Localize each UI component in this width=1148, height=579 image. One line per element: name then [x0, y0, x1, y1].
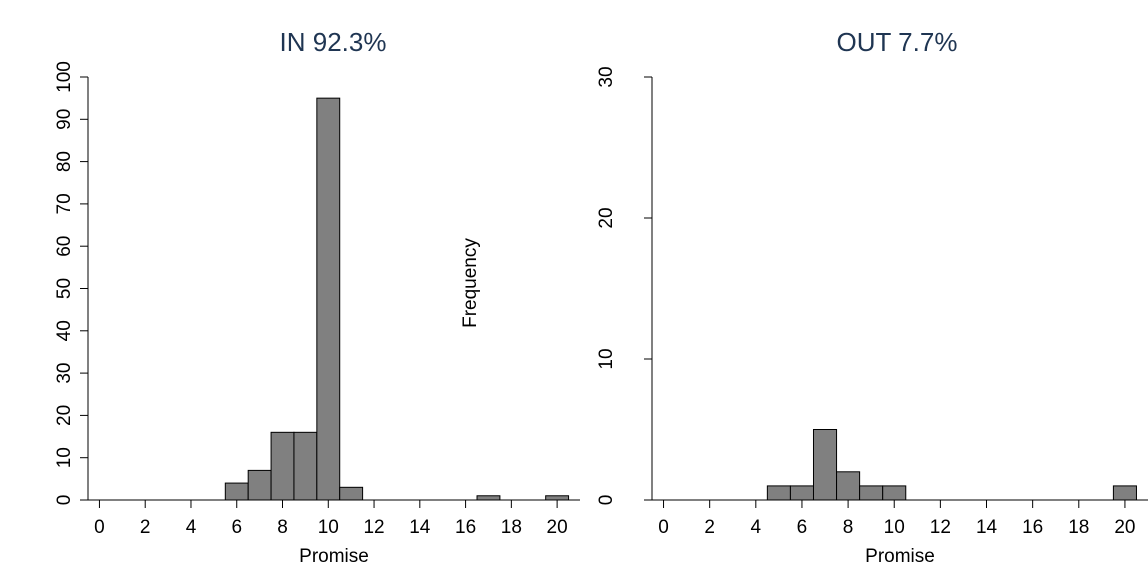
x-axis-label: Promise — [865, 546, 935, 567]
panel-in: IN 92.3% 0 2 4 6 8 10 12 14 16 18 20 0 10 20 30 40 50 60 70… — [54, 27, 580, 567]
y-tick-label: 80 — [54, 151, 75, 172]
x-tick-label: 16 — [1022, 517, 1043, 538]
x-tick-label: 16 — [455, 517, 476, 538]
y-tick-label: 10 — [54, 447, 75, 468]
x-axis-label: Promise — [299, 546, 369, 567]
y-tick-label: 70 — [54, 193, 75, 214]
x-tick-label: 6 — [231, 517, 242, 538]
x-tick-label: 2 — [140, 517, 151, 538]
y-tick-label: 50 — [54, 278, 75, 299]
histogram-bar — [812, 429, 838, 501]
y-tick-label: 30 — [54, 363, 75, 384]
x-tick-label: 20 — [1114, 517, 1135, 538]
histogram-bar — [293, 431, 318, 501]
x-tick-label: 2 — [704, 517, 715, 538]
histogram-bar — [247, 469, 272, 501]
panel-out: OUT 7.7% 0 2 4 6 8 10 12 14 16 18 20 0 10 20 30 Promise — [596, 27, 1148, 567]
x-tick-label: 8 — [277, 517, 288, 538]
x-tick-label: 4 — [751, 517, 762, 538]
histogram-bar — [1112, 485, 1137, 501]
histogram-bar — [339, 486, 364, 501]
histogram-bar — [270, 431, 295, 501]
histogram-bar — [836, 471, 861, 501]
x-tick-label: 12 — [930, 517, 951, 538]
y-tick-label: 10 — [596, 348, 617, 369]
histogram-bar — [476, 495, 501, 501]
histogram-bar — [545, 495, 570, 501]
x-tick-label: 0 — [658, 517, 669, 538]
x-tick-label: 6 — [797, 517, 808, 538]
x-tick-label: 8 — [843, 517, 854, 538]
x-tick-label: 4 — [186, 517, 197, 538]
histogram-bar — [882, 485, 907, 501]
x-tick-label: 10 — [884, 517, 905, 538]
histogram-bar — [766, 485, 791, 501]
x-tick-label: 14 — [409, 517, 431, 538]
y-tick-label: 0 — [54, 495, 75, 506]
chart-title: OUT 7.7% — [837, 27, 958, 57]
y-tick-label: 20 — [54, 405, 75, 426]
y-tick-label: 100 — [54, 61, 75, 93]
histogram-bar — [789, 485, 814, 501]
x-tick-label: 20 — [547, 517, 568, 538]
y-tick-label: 60 — [54, 236, 75, 257]
y-tick-label: 20 — [596, 207, 617, 228]
x-tick-label: 12 — [363, 517, 384, 538]
chart-title: IN 92.3% — [280, 27, 387, 57]
y-tick-label: 30 — [596, 66, 617, 87]
y-tick-label: 40 — [54, 320, 75, 341]
x-tick-label: 18 — [501, 517, 522, 538]
x-tick-label: 0 — [94, 517, 105, 538]
x-tick-label: 10 — [318, 517, 339, 538]
y-axis-label: Frequency — [460, 238, 481, 328]
histogram-bar — [316, 97, 341, 501]
x-tick-label: 14 — [976, 517, 998, 538]
x-tick-label: 18 — [1068, 517, 1089, 538]
histogram-bar — [859, 485, 884, 501]
y-tick-label: 0 — [596, 495, 617, 506]
histogram-bar — [224, 482, 249, 501]
y-tick-label: 90 — [54, 109, 75, 130]
